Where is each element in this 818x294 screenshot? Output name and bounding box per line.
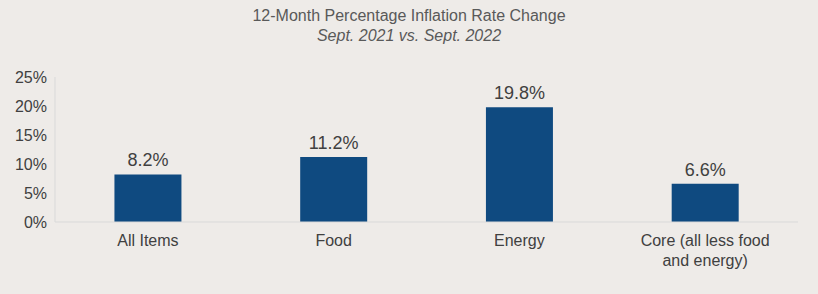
svg-text:15%: 15%	[15, 127, 47, 144]
svg-text:10%: 10%	[15, 156, 47, 173]
svg-text:All Items: All Items	[117, 232, 178, 249]
html-text:12-Month Percentage Inflation: 12-Month Percentage Inflation Rate Chang…	[252, 7, 566, 24]
svg-text:0%: 0%	[24, 214, 47, 231]
svg-text:11.2%: 11.2%	[309, 133, 359, 153]
svg-text:5%: 5%	[24, 185, 47, 202]
svg-text:Food: Food	[315, 232, 351, 249]
svg-text:19.8%: 19.8%	[494, 83, 545, 103]
svg-text:Energy: Energy	[494, 232, 545, 249]
svg-text:20%: 20%	[15, 98, 47, 115]
svg-text:8.2%: 8.2%	[127, 150, 168, 170]
svg-text:6.6%: 6.6%	[685, 160, 726, 180]
svg-text:25%: 25%	[15, 69, 47, 86]
html-text:Sept. 2021 vs. Sept. 2022: Sept. 2021 vs. Sept. 2022	[316, 27, 502, 44]
svg-text:Core (all less foodand energy): Core (all less foodand energy)	[641, 232, 770, 269]
